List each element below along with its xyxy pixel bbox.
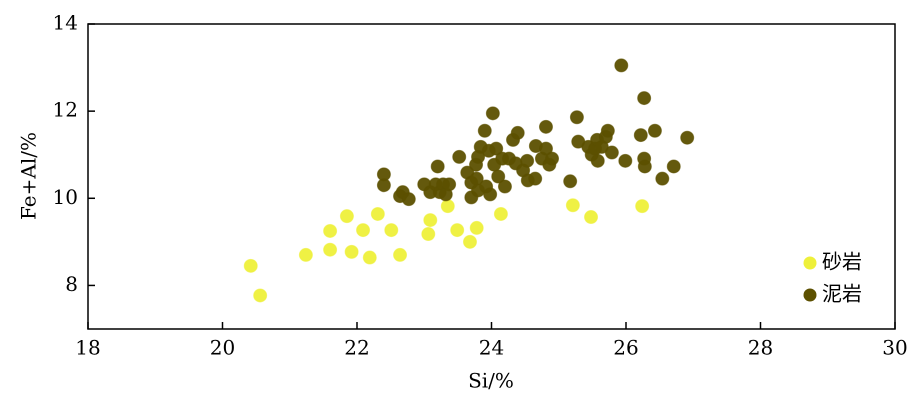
x-tick-label: 26	[613, 336, 638, 360]
data-point	[604, 145, 619, 160]
data-point	[528, 171, 543, 186]
data-point	[452, 149, 467, 164]
data-point	[637, 91, 652, 106]
data-point	[243, 258, 258, 273]
data-point	[384, 223, 399, 238]
data-point	[485, 106, 500, 121]
x-axis-label: Si/%	[468, 369, 514, 393]
data-point	[491, 169, 506, 184]
data-point	[637, 159, 652, 174]
x-tick-label: 20	[210, 336, 235, 360]
data-point	[565, 198, 580, 213]
data-point	[469, 220, 484, 235]
data-point	[520, 153, 535, 168]
x-tick-label: 28	[748, 336, 773, 360]
data-point	[298, 247, 313, 262]
y-tick-label: 12	[53, 98, 78, 122]
data-point	[356, 223, 371, 238]
data-point	[344, 244, 359, 259]
data-point	[538, 119, 553, 134]
legend-label: 砂岩	[822, 250, 862, 274]
data-point	[584, 210, 599, 225]
data-point	[600, 123, 615, 138]
data-point	[323, 223, 338, 238]
legend-label: 泥岩	[822, 282, 862, 306]
legend-marker	[803, 288, 817, 302]
data-point	[655, 171, 670, 186]
data-point	[563, 174, 578, 189]
data-point	[483, 187, 498, 202]
data-point	[323, 242, 338, 257]
data-point	[370, 206, 385, 221]
data-point	[450, 223, 465, 238]
data-point	[614, 58, 629, 73]
data-point	[618, 153, 633, 168]
data-point	[421, 227, 436, 242]
x-tick-label: 22	[344, 336, 369, 360]
y-tick-label: 14	[53, 11, 78, 35]
y-axis-label: Fe+Al/%	[17, 132, 41, 220]
data-point	[401, 192, 416, 207]
data-point	[666, 159, 681, 174]
data-point	[633, 128, 648, 143]
data-point	[339, 209, 354, 224]
data-point	[440, 199, 455, 214]
data-point	[253, 288, 268, 303]
data-point	[376, 178, 391, 193]
data-point	[569, 110, 584, 125]
data-point	[430, 159, 445, 174]
data-point	[362, 250, 377, 265]
data-point	[423, 213, 438, 228]
data-point	[489, 141, 504, 156]
data-point	[545, 151, 560, 166]
data-point	[590, 153, 605, 168]
data-point	[680, 130, 695, 145]
legend-marker	[803, 256, 817, 270]
data-point	[442, 177, 457, 192]
data-point	[393, 247, 408, 262]
data-point	[538, 141, 553, 156]
data-point	[462, 234, 477, 249]
data-point	[493, 206, 508, 221]
data-point	[477, 123, 492, 138]
x-tick-label: 30	[882, 336, 907, 360]
y-tick-label: 10	[53, 185, 78, 209]
data-point	[647, 123, 662, 138]
y-tick-label: 8	[65, 272, 78, 296]
x-tick-label: 24	[479, 336, 504, 360]
data-point	[635, 199, 650, 214]
data-point	[510, 125, 525, 140]
data-point	[497, 179, 512, 194]
x-tick-label: 18	[75, 336, 100, 360]
